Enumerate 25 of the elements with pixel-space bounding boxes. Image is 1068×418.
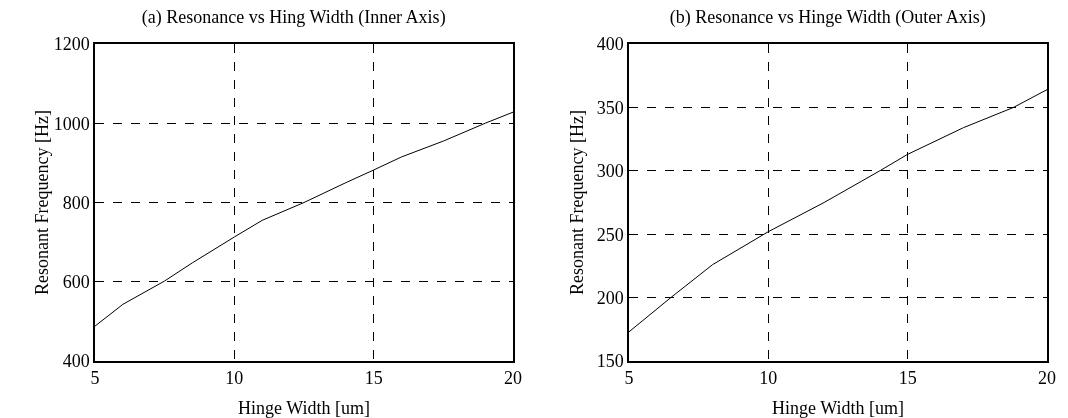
x-tick-label: 5 xyxy=(90,368,100,389)
y-tick-label: 300 xyxy=(596,161,624,182)
x-tick-label: 20 xyxy=(504,368,522,389)
x-axis-title: Hinge Width [um] xyxy=(238,398,370,418)
y-tick-label: 1200 xyxy=(53,34,90,55)
x-tick-label: 5 xyxy=(624,368,634,389)
y-tick-label: 600 xyxy=(62,272,90,293)
y-tick-label: 250 xyxy=(596,224,624,245)
x-tick-label: 20 xyxy=(1038,368,1056,389)
y-tick-label: 400 xyxy=(596,34,624,55)
y-tick-label: 1000 xyxy=(53,113,90,134)
x-tick-label: 15 xyxy=(898,368,917,389)
x-tick-label: 10 xyxy=(759,368,778,389)
y-tick-label: 800 xyxy=(62,192,90,213)
chart-title: (b) Resonance vs Hinge Width (Outer Axis) xyxy=(669,7,986,29)
y-tick-label: 350 xyxy=(596,97,624,118)
y-axis-title: Resonant Frequency [Hz] xyxy=(31,110,52,295)
x-tick-label: 15 xyxy=(364,368,383,389)
y-tick-label: 200 xyxy=(596,287,624,308)
y-tick-label: 150 xyxy=(596,351,624,372)
y-tick-label: 400 xyxy=(62,351,90,372)
chart-title: (a) Resonance vs Hing Width (Inner Axis) xyxy=(141,7,446,29)
x-tick-label: 10 xyxy=(225,368,244,389)
x-axis-title: Hinge Width [um] xyxy=(772,398,904,418)
y-axis-title: Resonant Frequency [Hz] xyxy=(566,110,587,295)
